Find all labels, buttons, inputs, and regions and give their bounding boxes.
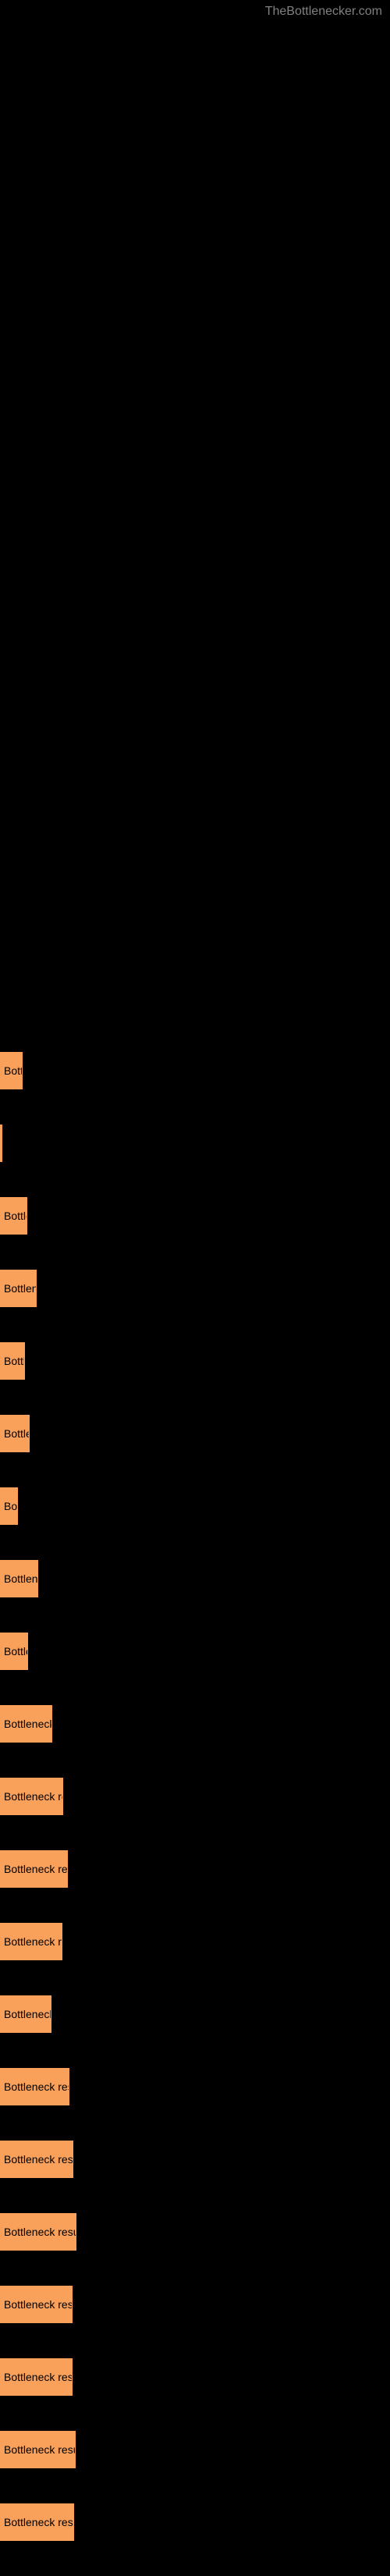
bar-label: Bottleneck results bbox=[4, 1863, 68, 1875]
bar: Bottle bbox=[0, 1197, 27, 1235]
bar: Bottleneck resu bbox=[0, 1923, 62, 1960]
bar-row: Bottleneck re bbox=[0, 1705, 390, 1743]
bar: Bottleneck results bbox=[0, 2068, 69, 2105]
bar-label: Bottleneck re bbox=[4, 1718, 52, 1730]
bar-row: Bottl bbox=[0, 1342, 390, 1380]
bar: Bottleneck re bbox=[0, 1705, 52, 1743]
bar-row: Bottle bbox=[0, 1633, 390, 1670]
bar-row: Bottleneck result bbox=[0, 2141, 390, 2178]
bar-label: Bottleneck r bbox=[4, 2008, 51, 2020]
bar: Bottleneck result bbox=[0, 2431, 76, 2468]
bar-row: Bottleneck results bbox=[0, 1850, 390, 1888]
bar-label: Bottl bbox=[4, 1355, 25, 1367]
bar-label: Bottler bbox=[4, 1427, 30, 1440]
bar-row: Bottleneck result bbox=[0, 2213, 390, 2251]
bar-label: Bottleneck result bbox=[4, 2226, 76, 2238]
bar-label: Bo bbox=[4, 1500, 17, 1512]
bar-row: Bottler bbox=[0, 1415, 390, 1452]
bar bbox=[0, 1125, 2, 1162]
bar-label: Bottleneck result bbox=[4, 2516, 74, 2528]
bar: Bottler bbox=[0, 1415, 30, 1452]
chart-container: Bott Bottle Bottlene Bottl Bottler Bo Bottlene… bbox=[0, 22, 390, 2541]
bar-label: Bottle bbox=[4, 1645, 28, 1658]
bar-row: Bottleneck result bbox=[0, 2431, 390, 2468]
bar: Bottleneck result bbox=[0, 2213, 76, 2251]
bar: Bottleneck results bbox=[0, 1850, 68, 1888]
bar-label: Bottleneck results bbox=[4, 2080, 69, 2093]
bar-row: Bo bbox=[0, 1487, 390, 1525]
bar-row: Bott bbox=[0, 1052, 390, 1089]
header: TheBottlenecker.com bbox=[0, 0, 390, 22]
bar: Bottle bbox=[0, 1633, 28, 1670]
bar: Bottleneck r bbox=[0, 1995, 51, 2033]
bar-label: Bottleneck result bbox=[4, 2153, 73, 2166]
bar-row: Bottlenec bbox=[0, 1560, 390, 1597]
bar: Bottl bbox=[0, 1342, 25, 1380]
bar: Bottleneck result bbox=[0, 2286, 73, 2323]
bar-row: Bottleneck resu bbox=[0, 1778, 390, 1815]
bar: Bottleneck result bbox=[0, 2503, 74, 2541]
site-name: TheBottlenecker.com bbox=[265, 5, 382, 18]
bar: Bottlenec bbox=[0, 1560, 38, 1597]
bar-label: Bottleneck resu bbox=[4, 1790, 63, 1803]
bar-row: Bottlene bbox=[0, 1270, 390, 1307]
bar-label: Bottlenec bbox=[4, 1572, 38, 1585]
bar-label: Bottleneck result bbox=[4, 2298, 73, 2311]
bar-row: Bottleneck results bbox=[0, 2068, 390, 2105]
bar-row: Bottleneck result bbox=[0, 2358, 390, 2396]
bar-label: Bottleneck resu bbox=[4, 1935, 62, 1948]
bar-row: Bottleneck result bbox=[0, 2503, 390, 2541]
bar-row: Bottleneck resu bbox=[0, 1923, 390, 1960]
bar-row: Bottleneck result bbox=[0, 2286, 390, 2323]
bar-row: Bottleneck r bbox=[0, 1995, 390, 2033]
bar: Bottleneck result bbox=[0, 2141, 73, 2178]
bar-label: Bott bbox=[4, 1064, 23, 1077]
bar: Bottleneck result bbox=[0, 2358, 73, 2396]
bar-label: Bottleneck result bbox=[4, 2443, 76, 2456]
bar-row bbox=[0, 1125, 390, 1162]
bar: Bottleneck resu bbox=[0, 1778, 63, 1815]
bar-label: Bottle bbox=[4, 1210, 27, 1222]
bar-row: Bottle bbox=[0, 1197, 390, 1235]
bar: Bo bbox=[0, 1487, 18, 1525]
bar-label: Bottleneck result bbox=[4, 2371, 73, 2383]
bar: Bott bbox=[0, 1052, 23, 1089]
bar-label: Bottlene bbox=[4, 1282, 37, 1295]
bar: Bottlene bbox=[0, 1270, 37, 1307]
